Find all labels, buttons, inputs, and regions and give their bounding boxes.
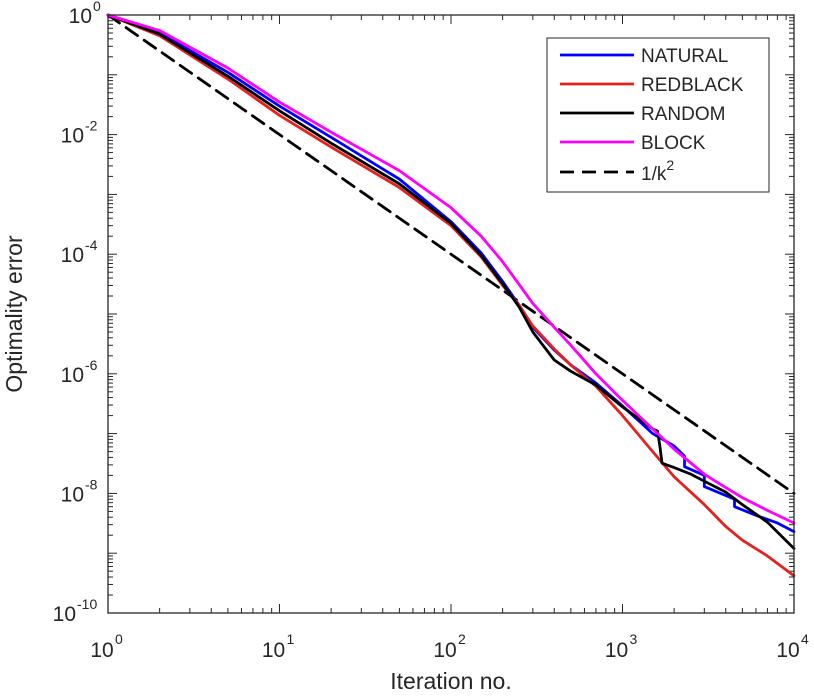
y-tick-label: 10 <box>61 483 84 506</box>
y-tick-label: 10 <box>61 364 84 387</box>
legend-label-inverse-k-squared-base: 1/k <box>641 164 667 185</box>
series-line-block <box>106 13 796 525</box>
legend-entry-natural: NATURAL <box>560 46 728 67</box>
legend-entry-redblack: REDBLACK <box>560 75 744 96</box>
y-tick-label-exponent: -6 <box>85 357 98 373</box>
y-tick-label-exponent: 0 <box>93 0 101 14</box>
x-tick-label-exponent: 3 <box>630 631 638 647</box>
y-tick-label-exponent: -4 <box>85 237 98 253</box>
legend-label-inverse-k-squared-exp: 2 <box>666 157 674 173</box>
legend-label-block: BLOCK <box>641 133 706 154</box>
legend-entry-block: BLOCK <box>560 133 706 154</box>
y-tick-label: 10 <box>53 603 76 626</box>
plot-series <box>106 13 796 578</box>
legend-entry-inverse-k-squared: 1/k2 <box>560 157 674 185</box>
x-tick-labels: 10 0 10 1 10 2 10 3 10 4 <box>90 631 809 662</box>
x-tick-label-exponent: 4 <box>801 631 809 647</box>
x-tick-label-exponent: 0 <box>115 631 123 647</box>
x-axis-label: Iteration no. <box>390 668 511 694</box>
x-tick-label-exponent: 1 <box>287 631 295 647</box>
y-tick-label: 10 <box>61 244 84 267</box>
legend-label-random: RANDOM <box>641 104 725 125</box>
x-tick-label: 10 <box>262 639 285 662</box>
legend-label-inverse-k-squared: 1/k2 <box>641 157 674 185</box>
legend-box <box>546 37 770 193</box>
series-line-redblack <box>106 13 796 578</box>
legend: NATURAL REDBLACK RANDOM BLOCK 1/k2 <box>546 37 770 193</box>
legend-entry-random: RANDOM <box>560 104 725 125</box>
x-tick-label: 10 <box>605 639 628 662</box>
y-tick-label-exponent: -8 <box>85 476 98 492</box>
series-line-inverse-k-squared <box>106 13 796 495</box>
y-tick-label: 10 <box>69 5 92 28</box>
legend-label-redblack: REDBLACK <box>641 75 744 96</box>
x-tick-label-exponent: 2 <box>458 631 466 647</box>
y-tick-label: 10 <box>61 125 84 148</box>
plot-area-frame <box>107 14 795 614</box>
y-tick-label-exponent: -2 <box>85 118 98 134</box>
legend-label-natural: NATURAL <box>641 46 728 67</box>
x-tick-label: 10 <box>433 639 456 662</box>
series-line-random <box>106 13 796 550</box>
y-axis-label: Optimality error <box>1 235 27 393</box>
x-tick-label: 10 <box>776 639 799 662</box>
x-tick-label: 10 <box>90 639 113 662</box>
y-tick-label-exponent: -10 <box>77 596 97 612</box>
axis-ticks <box>107 14 795 614</box>
